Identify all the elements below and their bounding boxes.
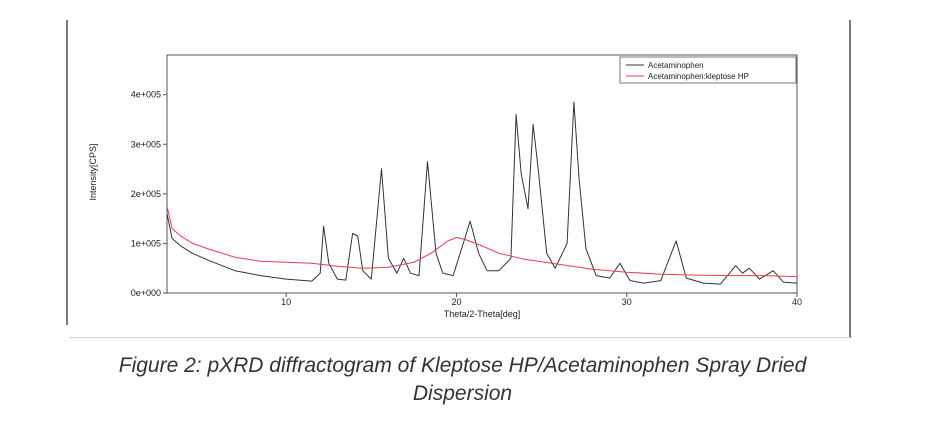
- frame-bottom-border: [70, 337, 850, 338]
- y-tick-label: 3e+005: [131, 139, 161, 149]
- plot-area: [166, 54, 798, 294]
- legend: Acetaminophen Acetaminophen:kleptose HP: [619, 56, 797, 84]
- x-axis-label: Theta/2-Theta[deg]: [444, 309, 521, 319]
- caption-line-2: Dispersion: [412, 382, 513, 405]
- legend-label-acetaminophen: Acetaminophen: [648, 61, 704, 70]
- frame-left-border: [66, 20, 68, 325]
- y-axis-label: Intensity[CPS]: [88, 143, 98, 200]
- y-tick-label: 2e+005: [131, 189, 161, 199]
- y-tick-label: 1e+005: [131, 238, 161, 248]
- x-axis-ticks: 10 20 30 40: [281, 293, 802, 307]
- frame-right-border: [849, 20, 851, 338]
- y-axis-ticks: 0e+000 1e+005 2e+005 3e+005 4e+005: [131, 90, 167, 298]
- x-tick-label: 40: [792, 297, 802, 307]
- series-line-acetaminophen: [166, 101, 798, 285]
- x-tick-label: 20: [451, 297, 461, 307]
- x-tick-label: 10: [281, 297, 291, 307]
- legend-label-kleptose: Acetaminophen:kleptose HP: [648, 72, 749, 81]
- series-layer: [166, 101, 798, 285]
- caption-line-1: Figure 2: pXRD diffractogram of Kleptose…: [118, 354, 807, 377]
- x-tick-label: 30: [622, 297, 632, 307]
- y-tick-label: 4e+005: [131, 90, 161, 100]
- y-tick-label: 0e+000: [131, 288, 161, 298]
- figure-caption: Figure 2: pXRD diffractogram of Kleptose…: [40, 352, 885, 408]
- legend-box: [619, 56, 797, 84]
- series-line-kleptose: [166, 206, 798, 278]
